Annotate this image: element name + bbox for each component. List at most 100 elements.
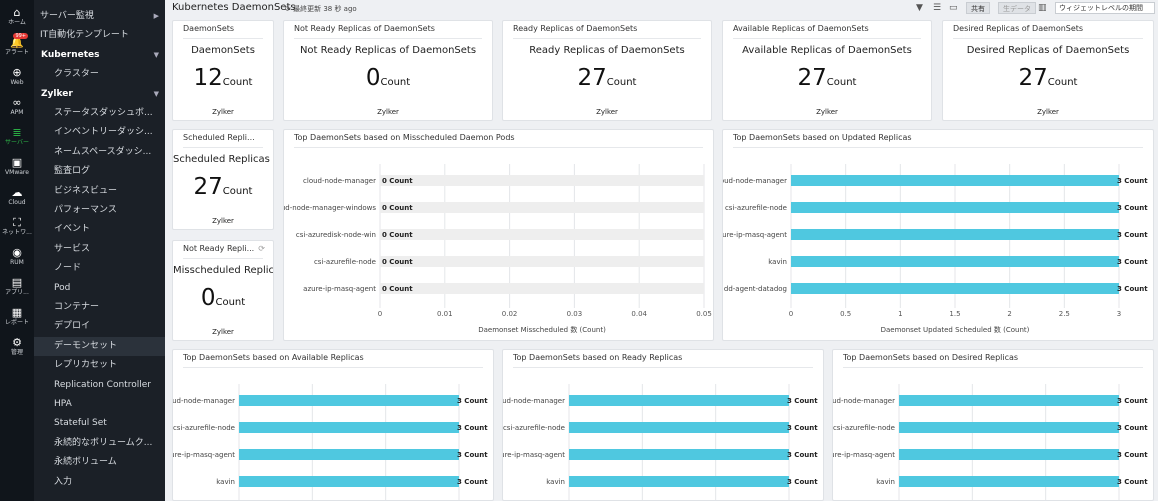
data-label: 3 Count — [457, 478, 488, 486]
chart-title: Top DaemonSets based on Misscheduled Dae… — [294, 133, 515, 142]
sidebar-item-label: ノード — [54, 263, 82, 274]
filter-icon[interactable]: ▼ — [916, 3, 923, 13]
bar[interactable] — [791, 202, 1119, 213]
sidebar-item[interactable]: デーモンセット — [34, 336, 165, 356]
bar[interactable] — [899, 476, 1119, 487]
export-icon[interactable]: ▥ — [1038, 3, 1047, 13]
rail-label: レポート — [4, 319, 29, 326]
sidebar-item[interactable]: サービス — [34, 240, 165, 259]
sidebar-item[interactable]: レプリカセット — [34, 356, 165, 375]
bar[interactable] — [569, 422, 789, 433]
bar[interactable] — [569, 395, 789, 406]
rail-item-server[interactable]: ≣ サーバー — [0, 122, 34, 152]
bar-track — [380, 175, 704, 186]
share-button[interactable]: 共有 — [966, 2, 990, 14]
sidebar-item[interactable]: ノード — [34, 259, 165, 278]
rail-item-apps[interactable]: ▤ アプリ... — [0, 272, 34, 302]
network-icon: ⛶ — [13, 216, 21, 229]
bar[interactable] — [791, 229, 1119, 240]
rail-item-vmware[interactable]: ▣ VMware — [0, 152, 34, 182]
sidebar-item[interactable]: Replication Controller — [34, 376, 165, 395]
sidebar-item[interactable]: クラスター — [34, 65, 165, 84]
bar[interactable] — [239, 449, 459, 460]
x-tick-label: 2 — [1007, 310, 1011, 318]
category-label: cloud-node-manager — [173, 397, 235, 405]
sidebar-item[interactable]: 監査ログ — [34, 162, 165, 181]
sidebar-item[interactable]: ネームスペースダッシ... — [34, 143, 165, 162]
page-header: Kubernetes DaemonSets ⟳ 最終更新 38 秒 ago ▼ … — [165, 0, 1158, 18]
kpi-label: Desired Replicas of DaemonSets — [966, 45, 1130, 56]
chart-ready-replicas: Top DaemonSets based on Ready Replicas cl… — [502, 349, 824, 501]
bar[interactable] — [899, 395, 1119, 406]
chart-svg: cloud-node-manager 3 Count csi-azurefile-n… — [723, 164, 1148, 334]
kpi-card-ready-replicas[interactable]: Ready Replicas of DaemonSets Ready Replic… — [502, 20, 712, 121]
bar[interactable] — [791, 175, 1119, 186]
bar[interactable] — [791, 283, 1119, 294]
widget-level-select[interactable]: ウィジェットレベルの期間 — [1055, 2, 1155, 14]
kpi-number: 0 — [365, 65, 381, 91]
bar[interactable] — [899, 422, 1119, 433]
refresh-icon[interactable]: ⟳ — [258, 244, 265, 253]
bar[interactable] — [899, 449, 1119, 460]
chart-available-replicas: Top DaemonSets based on Available Replic… — [172, 349, 494, 501]
rail-item-network[interactable]: ⛶ ネットワ... — [0, 212, 34, 242]
kpi-card-scheduled-replicas[interactable]: Scheduled Repli... Scheduled Replicas of 2… — [172, 129, 274, 230]
sidebar-item[interactable]: Pod — [34, 279, 165, 298]
rail-item-apm[interactable]: ∞ APM — [0, 92, 34, 122]
sidebar-item[interactable]: デプロイ — [34, 317, 165, 336]
kpi-card-not-ready-replicas[interactable]: Not Ready Replicas of DaemonSets Not Read… — [283, 20, 493, 121]
chevron-down-icon[interactable]: ▼ — [153, 89, 159, 98]
sidebar-item[interactable]: 永続ボリューム — [34, 453, 165, 472]
bar[interactable] — [239, 422, 459, 433]
rail-item-web[interactable]: ⊕ Web — [0, 62, 34, 92]
bar[interactable] — [569, 449, 789, 460]
rail-item-home[interactable]: ⌂ ホーム — [0, 2, 34, 32]
category-label: cloud-node-manager — [723, 177, 787, 185]
kpi-label: DaemonSets — [191, 45, 255, 56]
apps-icon: ▤ — [11, 276, 23, 289]
sidebar-item[interactable]: インベントリーダッシ... — [34, 123, 165, 142]
bar[interactable] — [791, 256, 1119, 267]
sidebar-item[interactable]: ステータスダッシュボ... — [34, 104, 165, 123]
monitor-icon[interactable]: ▭ — [949, 3, 958, 13]
sidebar-item[interactable]: ビジネスビュー — [34, 182, 165, 201]
chevron-down-icon[interactable]: ▼ — [153, 50, 159, 59]
sidebar-item-label: Zylker — [41, 88, 73, 99]
kpi-card-misscheduled-replicas[interactable]: Not Ready Repli... ⟳ Misscheduled Replica 0… — [172, 240, 274, 341]
kpi-value: 0Count — [284, 65, 492, 91]
sidebar-item[interactable]: Kubernetes ▼ — [34, 46, 165, 65]
report-icon: ▦ — [11, 306, 23, 319]
raw-data-button[interactable]: 生データ — [998, 2, 1036, 14]
kpi-card-available-replicas[interactable]: Available Replicas of DaemonSets Availabl… — [722, 20, 932, 121]
kpi-label: Scheduled Replicas of — [173, 154, 274, 165]
chevron-right-icon[interactable]: ▶ — [153, 12, 159, 20]
bar[interactable] — [569, 476, 789, 487]
chart-desired-replicas: Top DaemonSets based on Desired Replicas… — [832, 349, 1154, 501]
data-label: 3 Count — [457, 397, 488, 405]
rail-item-alert[interactable]: 🔔 アラート 99+ — [0, 32, 34, 62]
category-label: csi-azurefile-node — [314, 258, 376, 266]
sidebar-item[interactable]: IT自動化テンプレート — [34, 26, 165, 45]
card-divider — [513, 367, 813, 368]
bar[interactable] — [239, 476, 459, 487]
rail-item-rum[interactable]: ◉ RUM — [0, 242, 34, 272]
sidebar-item[interactable]: 入力 — [34, 473, 165, 492]
sidebar-item[interactable]: コンテナー — [34, 298, 165, 317]
rail-item-cloud[interactable]: ☁ Cloud — [0, 182, 34, 212]
sidebar-item[interactable]: HPA — [34, 395, 165, 414]
kpi-card-desired-replicas[interactable]: Desired Replicas of DaemonSets Desired Re… — [942, 20, 1154, 121]
list-icon[interactable]: ☰ — [933, 3, 942, 13]
sidebar-item[interactable]: 永続的なボリュームク... — [34, 434, 165, 453]
sidebar-item[interactable]: パフォーマンス — [34, 201, 165, 220]
sidebar-item[interactable]: イベント — [34, 220, 165, 239]
sidebar-item[interactable]: Zylker ▼ — [34, 85, 165, 104]
rail-item-report[interactable]: ▦ レポート — [0, 302, 34, 332]
bar[interactable] — [239, 395, 459, 406]
data-label: 3 Count — [1117, 451, 1148, 459]
x-axis-label: Daemonset Misscheduled 数 (Count) — [478, 325, 606, 334]
rail-item-admin[interactable]: ⚙ 管理 — [0, 332, 34, 362]
sidebar-item[interactable]: サーバー監視 ▶ — [34, 7, 165, 26]
sidebar-item[interactable]: Stateful Set — [34, 414, 165, 433]
x-tick-label: 0.02 — [502, 310, 518, 318]
kpi-card-daemonsets[interactable]: DaemonSets DaemonSets 12Count Zylker — [172, 20, 274, 121]
